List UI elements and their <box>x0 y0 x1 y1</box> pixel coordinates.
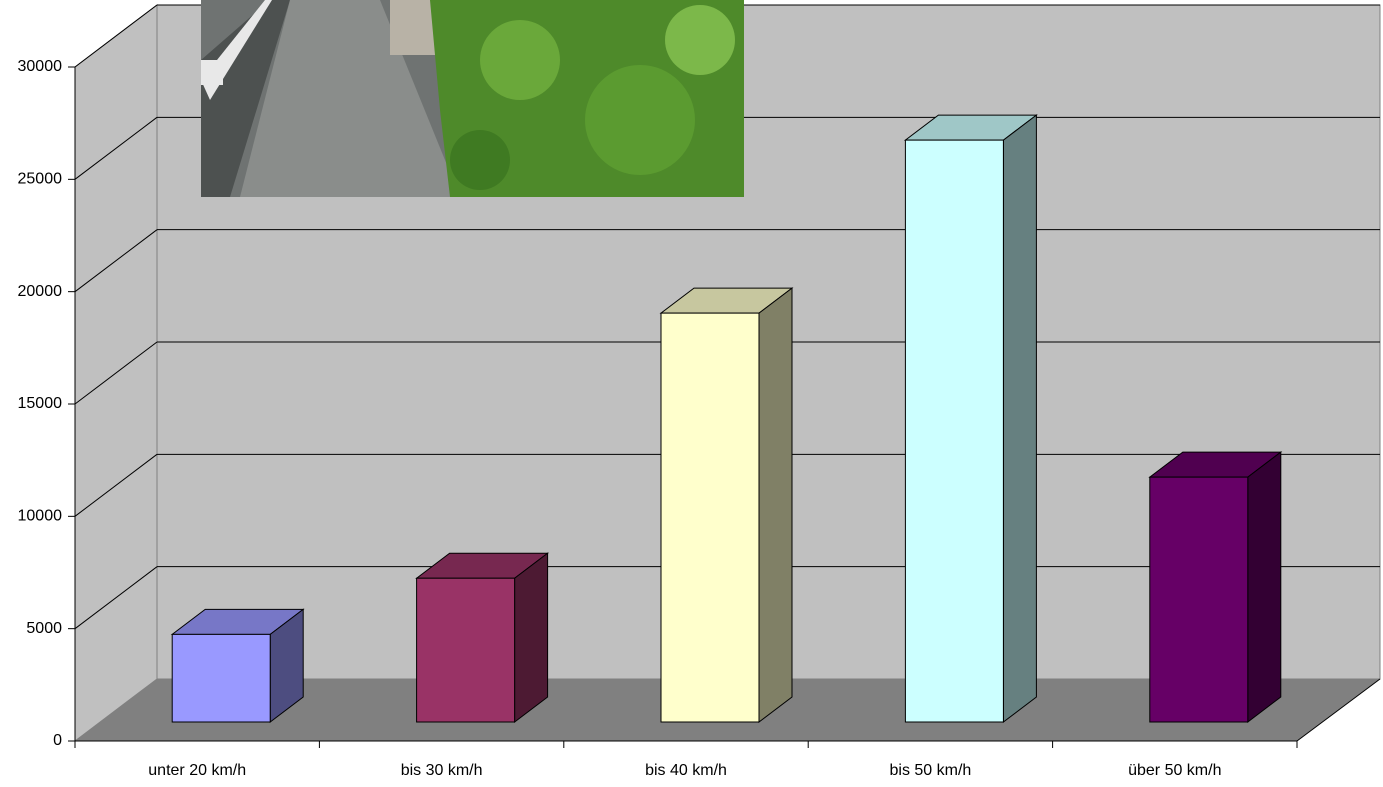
bar <box>171 633 271 723</box>
bar <box>1149 476 1249 723</box>
x-tick-label: über 50 km/h <box>1128 762 1221 779</box>
photo-path <box>240 0 460 197</box>
y-tick-label: 30000 <box>18 58 63 75</box>
x-tick-label: bis 50 km/h <box>889 762 971 779</box>
bars <box>170 114 1283 724</box>
y-tick-label: 5000 <box>26 620 62 637</box>
bar-side <box>1247 451 1282 724</box>
photo-curb <box>201 0 290 197</box>
grid-line <box>74 453 158 517</box>
bar-side <box>514 552 549 724</box>
grid-line <box>74 4 158 68</box>
bar <box>416 577 516 723</box>
x-tick-label: bis 30 km/h <box>401 762 483 779</box>
grid-line <box>74 566 158 630</box>
grid-line <box>74 229 158 293</box>
photo-marking <box>201 60 223 85</box>
x-tick-label: bis 40 km/h <box>645 762 727 779</box>
photo-leaves <box>450 130 510 190</box>
bar <box>904 139 1004 723</box>
bar <box>660 312 760 723</box>
y-tick-label: 25000 <box>18 171 63 188</box>
y-tick-label: 20000 <box>18 283 63 300</box>
photo-leaves <box>480 20 560 100</box>
grid-line <box>74 116 158 180</box>
photo-leaves <box>585 65 695 175</box>
y-tick-label: 10000 <box>18 508 63 525</box>
photo-posts <box>390 0 435 55</box>
floor-edge <box>1296 678 1381 742</box>
grid-line <box>74 341 158 405</box>
bar-side <box>1002 114 1037 724</box>
bar-side <box>758 287 793 724</box>
photo <box>201 0 744 197</box>
y-tick-label: 0 <box>53 732 62 749</box>
x-tick-label: unter 20 km/h <box>148 762 246 779</box>
y-tick-label: 15000 <box>18 395 63 412</box>
photo-leaves <box>665 5 735 75</box>
